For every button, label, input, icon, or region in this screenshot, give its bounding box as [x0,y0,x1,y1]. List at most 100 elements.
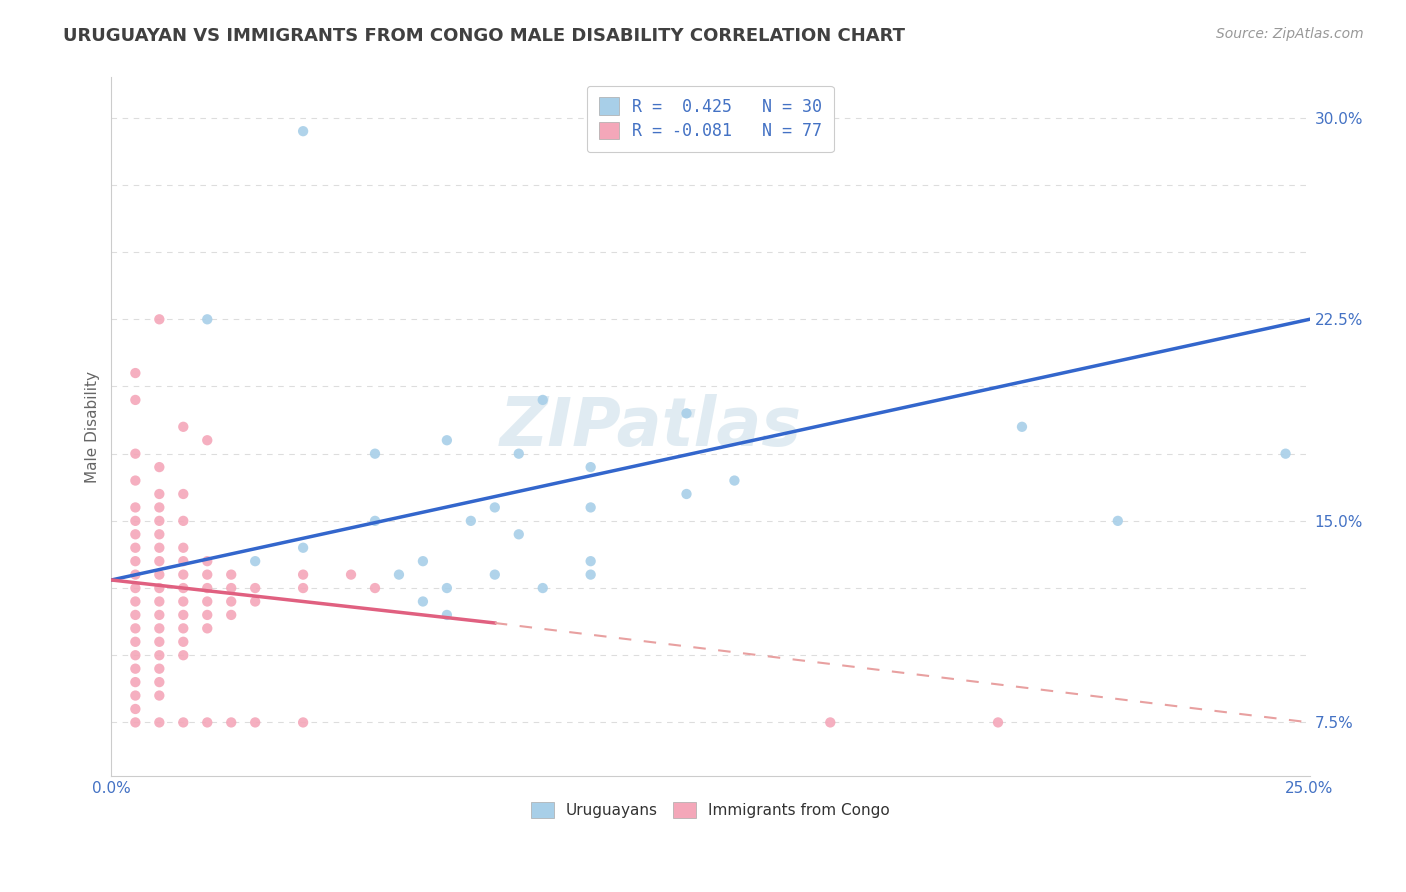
Point [675,406,697,420]
Point [148,689,170,703]
Point [172,581,194,595]
Point [484,500,506,515]
Point [579,567,602,582]
Point [195,554,218,568]
Point [124,689,146,703]
Point [460,514,482,528]
Point [124,594,146,608]
Point [148,567,170,582]
Point [195,312,218,326]
Point [219,607,242,622]
Point [1274,447,1296,461]
Point [172,607,194,622]
Point [292,581,315,595]
Point [364,581,387,595]
Point [172,541,194,555]
Point [172,554,194,568]
Point [195,434,218,448]
Point [124,366,146,380]
Point [124,648,146,663]
Point [219,581,242,595]
Point [148,607,170,622]
Point [124,554,146,568]
Point [579,460,602,475]
Point [148,581,170,595]
Point [148,715,170,730]
Point [148,312,170,326]
Point [436,607,458,622]
Point [412,594,434,608]
Point [124,500,146,515]
Point [148,662,170,676]
Point [340,567,363,582]
Point [124,607,146,622]
Point [243,554,266,568]
Point [172,419,194,434]
Point [723,474,745,488]
Point [172,621,194,635]
Point [508,447,530,461]
Text: ZIPatlas: ZIPatlas [499,393,801,459]
Text: Source: ZipAtlas.com: Source: ZipAtlas.com [1216,27,1364,41]
Point [292,567,315,582]
Point [172,514,194,528]
Point [195,594,218,608]
Point [148,487,170,501]
Point [124,715,146,730]
Point [195,607,218,622]
Point [172,648,194,663]
Point [172,594,194,608]
Point [148,635,170,649]
Point [292,715,315,730]
Point [124,514,146,528]
Point [148,460,170,475]
Point [364,514,387,528]
Point [124,675,146,690]
Point [148,527,170,541]
Point [1011,419,1033,434]
Legend: Uruguayans, Immigrants from Congo: Uruguayans, Immigrants from Congo [524,797,896,824]
Point [148,554,170,568]
Point [172,635,194,649]
Point [172,715,194,730]
Point [148,648,170,663]
Point [436,434,458,448]
Point [675,487,697,501]
Point [219,567,242,582]
Point [820,715,842,730]
Point [292,124,315,138]
Y-axis label: Male Disability: Male Disability [86,371,100,483]
Point [172,567,194,582]
Point [148,500,170,515]
Point [195,621,218,635]
Point [292,541,315,555]
Point [219,715,242,730]
Point [124,392,146,407]
Point [124,527,146,541]
Point [124,635,146,649]
Point [987,715,1010,730]
Point [195,581,218,595]
Point [124,541,146,555]
Point [124,662,146,676]
Point [124,474,146,488]
Point [124,702,146,716]
Point [412,554,434,568]
Point [148,675,170,690]
Point [579,554,602,568]
Point [243,594,266,608]
Point [219,594,242,608]
Point [243,715,266,730]
Text: URUGUAYAN VS IMMIGRANTS FROM CONGO MALE DISABILITY CORRELATION CHART: URUGUAYAN VS IMMIGRANTS FROM CONGO MALE … [63,27,905,45]
Point [364,447,387,461]
Point [148,541,170,555]
Point [484,567,506,582]
Point [124,581,146,595]
Point [508,527,530,541]
Point [436,581,458,595]
Point [388,567,411,582]
Point [579,500,602,515]
Point [1107,514,1129,528]
Point [148,621,170,635]
Point [124,567,146,582]
